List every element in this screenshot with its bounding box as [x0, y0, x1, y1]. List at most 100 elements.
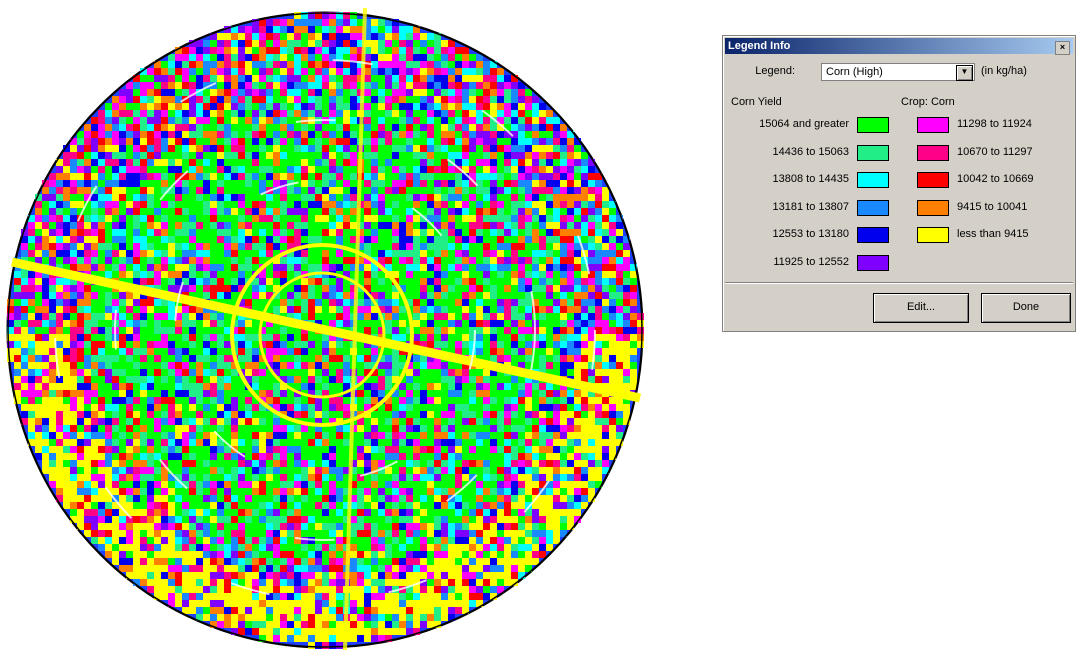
map-cell	[616, 229, 623, 236]
map-cell	[455, 215, 462, 222]
map-cell	[371, 229, 378, 236]
map-cell	[266, 327, 273, 334]
map-cell	[525, 166, 532, 173]
map-cell	[462, 145, 469, 152]
map-cell	[385, 145, 392, 152]
map-cell	[581, 306, 588, 313]
map-cell	[357, 439, 364, 446]
map-cell	[588, 299, 595, 306]
map-cell	[252, 467, 259, 474]
map-cell	[483, 376, 490, 383]
map-cell	[525, 264, 532, 271]
map-cell	[392, 222, 399, 229]
map-cell	[140, 446, 147, 453]
map-cell	[469, 411, 476, 418]
map-cell	[329, 467, 336, 474]
map-cell	[413, 369, 420, 376]
map-cell	[294, 341, 301, 348]
map-cell	[154, 166, 161, 173]
map-cell	[126, 292, 133, 299]
map-cell	[399, 208, 406, 215]
map-cell	[469, 292, 476, 299]
map-cell	[154, 390, 161, 397]
map-cell	[539, 411, 546, 418]
map-cell	[273, 418, 280, 425]
map-cell	[154, 89, 161, 96]
map-cell	[259, 145, 266, 152]
map-cell	[273, 124, 280, 131]
map-cell	[602, 215, 609, 222]
map-cell	[406, 117, 413, 124]
map-cell	[119, 166, 126, 173]
map-cell	[322, 348, 329, 355]
map-cell	[567, 271, 574, 278]
map-cell	[91, 334, 98, 341]
map-cell	[476, 383, 483, 390]
map-cell	[504, 460, 511, 467]
map-cell	[35, 278, 42, 285]
map-cell	[364, 446, 371, 453]
map-cell	[518, 397, 525, 404]
map-cell	[322, 159, 329, 166]
map-cell	[329, 159, 336, 166]
map-cell	[504, 110, 511, 117]
map-cell	[567, 187, 574, 194]
map-cell	[490, 180, 497, 187]
map-cell	[441, 145, 448, 152]
map-cell	[371, 54, 378, 61]
map-cell	[602, 355, 609, 362]
map-cell	[413, 306, 420, 313]
map-cell	[112, 110, 119, 117]
map-cell	[504, 348, 511, 355]
map-cell	[154, 446, 161, 453]
map-cell	[28, 299, 35, 306]
map-cell	[329, 439, 336, 446]
map-cell	[336, 222, 343, 229]
map-cell	[273, 26, 280, 33]
map-cell	[630, 306, 637, 313]
map-cell	[280, 432, 287, 439]
map-cell	[518, 229, 525, 236]
map-cell	[336, 341, 343, 348]
map-cell	[525, 383, 532, 390]
map-cell	[413, 264, 420, 271]
map-cell	[119, 250, 126, 257]
map-cell	[553, 117, 560, 124]
map-cell	[196, 313, 203, 320]
map-cell	[98, 110, 105, 117]
map-cell	[315, 348, 322, 355]
map-cell	[28, 418, 35, 425]
map-cell	[266, 131, 273, 138]
map-cell	[504, 250, 511, 257]
map-cell	[133, 110, 140, 117]
map-cell	[567, 418, 574, 425]
map-cell	[427, 418, 434, 425]
map-cell	[238, 187, 245, 194]
map-cell	[280, 117, 287, 124]
map-cell	[224, 383, 231, 390]
map-cell	[98, 236, 105, 243]
map-cell	[259, 26, 266, 33]
map-cell	[322, 208, 329, 215]
map-cell	[63, 362, 70, 369]
map-cell	[35, 411, 42, 418]
map-cell	[490, 103, 497, 110]
map-cell	[28, 229, 35, 236]
map-cell	[294, 138, 301, 145]
map-cell	[427, 243, 434, 250]
map-cell	[224, 208, 231, 215]
map-cell	[252, 194, 259, 201]
map-cell	[371, 96, 378, 103]
map-cell	[14, 369, 21, 376]
map-cell	[210, 138, 217, 145]
map-cell	[182, 110, 189, 117]
map-cell	[203, 411, 210, 418]
map-cell	[434, 257, 441, 264]
map-cell	[511, 222, 518, 229]
map-cell	[91, 264, 98, 271]
map-cell	[385, 89, 392, 96]
map-cell	[42, 383, 49, 390]
map-cell	[476, 68, 483, 75]
map-cell	[336, 215, 343, 222]
map-cell	[525, 334, 532, 341]
